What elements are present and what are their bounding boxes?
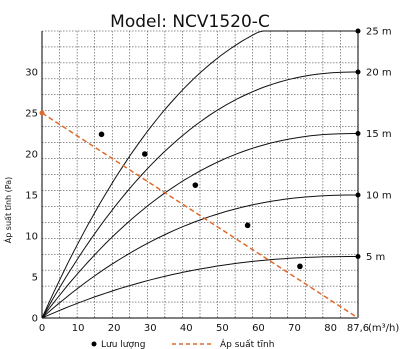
flow-point [192, 182, 199, 188]
grid [42, 30, 359, 318]
static-pressure-line [39, 110, 359, 319]
curve-label: 20 m [366, 68, 392, 79]
curve-label: 10 m [366, 191, 392, 202]
flow-point [297, 263, 303, 270]
flow-point [142, 151, 148, 157]
y-tick-labels: 0 5 10 15 20 25 30 [25, 68, 38, 325]
y-tick-label: 10 [25, 232, 38, 243]
chart-title: Model: NCV1520-C [110, 12, 270, 32]
curve-end-marker [355, 131, 361, 136]
curve-labels: 5 m 10 m 15 m 20 m 25 m [355, 27, 392, 263]
x-tick-label: 0 [39, 323, 45, 334]
x-tick-label: 70 [288, 323, 301, 334]
curve-end-marker [355, 69, 361, 75]
x-tick-label: 80 [324, 323, 337, 334]
curve-label: 5 m [366, 252, 385, 263]
y-tick-label: 25 [25, 109, 38, 120]
curve-label: 15 m [366, 129, 392, 140]
x-tick-labels: 0 10 20 30 40 50 60 70 80 87,6 [39, 323, 369, 334]
axes [41, 31, 359, 319]
legend-point-marker [91, 341, 97, 347]
x-tick-label: 87,6 [347, 323, 369, 334]
y-tick-label: 15 [25, 191, 38, 202]
curve-end-marker [355, 192, 361, 198]
curve-20m [41, 71, 358, 319]
curve-10m [41, 194, 358, 319]
flow-point [98, 131, 105, 138]
curve-5m [41, 256, 358, 319]
y-tick-label: 20 [25, 150, 38, 161]
x-tick-label: 10 [72, 323, 85, 334]
curve-end-marker [355, 254, 361, 259]
pressure-start-point [39, 110, 45, 116]
static-pressure-segment [41, 112, 359, 319]
curve-25m [41, 30, 358, 319]
curve-end-marker [355, 28, 361, 34]
x-tick-label: 60 [252, 323, 265, 334]
y-axis-label: Áp suất tĩnh (Pa) [2, 177, 13, 244]
curve-15m [41, 133, 358, 319]
curves [41, 30, 358, 319]
x-tick-label: 50 [216, 323, 229, 334]
y-tick-label: 5 [32, 273, 38, 284]
legend-flow-label: Lưu lượng [101, 340, 145, 349]
y-tick-label: 30 [25, 68, 38, 79]
curve-label: 25 m [366, 27, 392, 38]
legend: Lưu lượng Áp suất tĩnh [91, 338, 274, 349]
flow-points [98, 131, 303, 270]
x-tick-label: 30 [144, 323, 157, 334]
x-axis-unit: (m³/h) [368, 323, 399, 334]
x-tick-label: 20 [108, 323, 121, 334]
legend-pressure-label: Áp suất tĩnh [220, 338, 274, 349]
y-tick-label: 0 [32, 314, 38, 325]
x-tick-label: 40 [180, 323, 193, 334]
flow-point [244, 222, 251, 229]
